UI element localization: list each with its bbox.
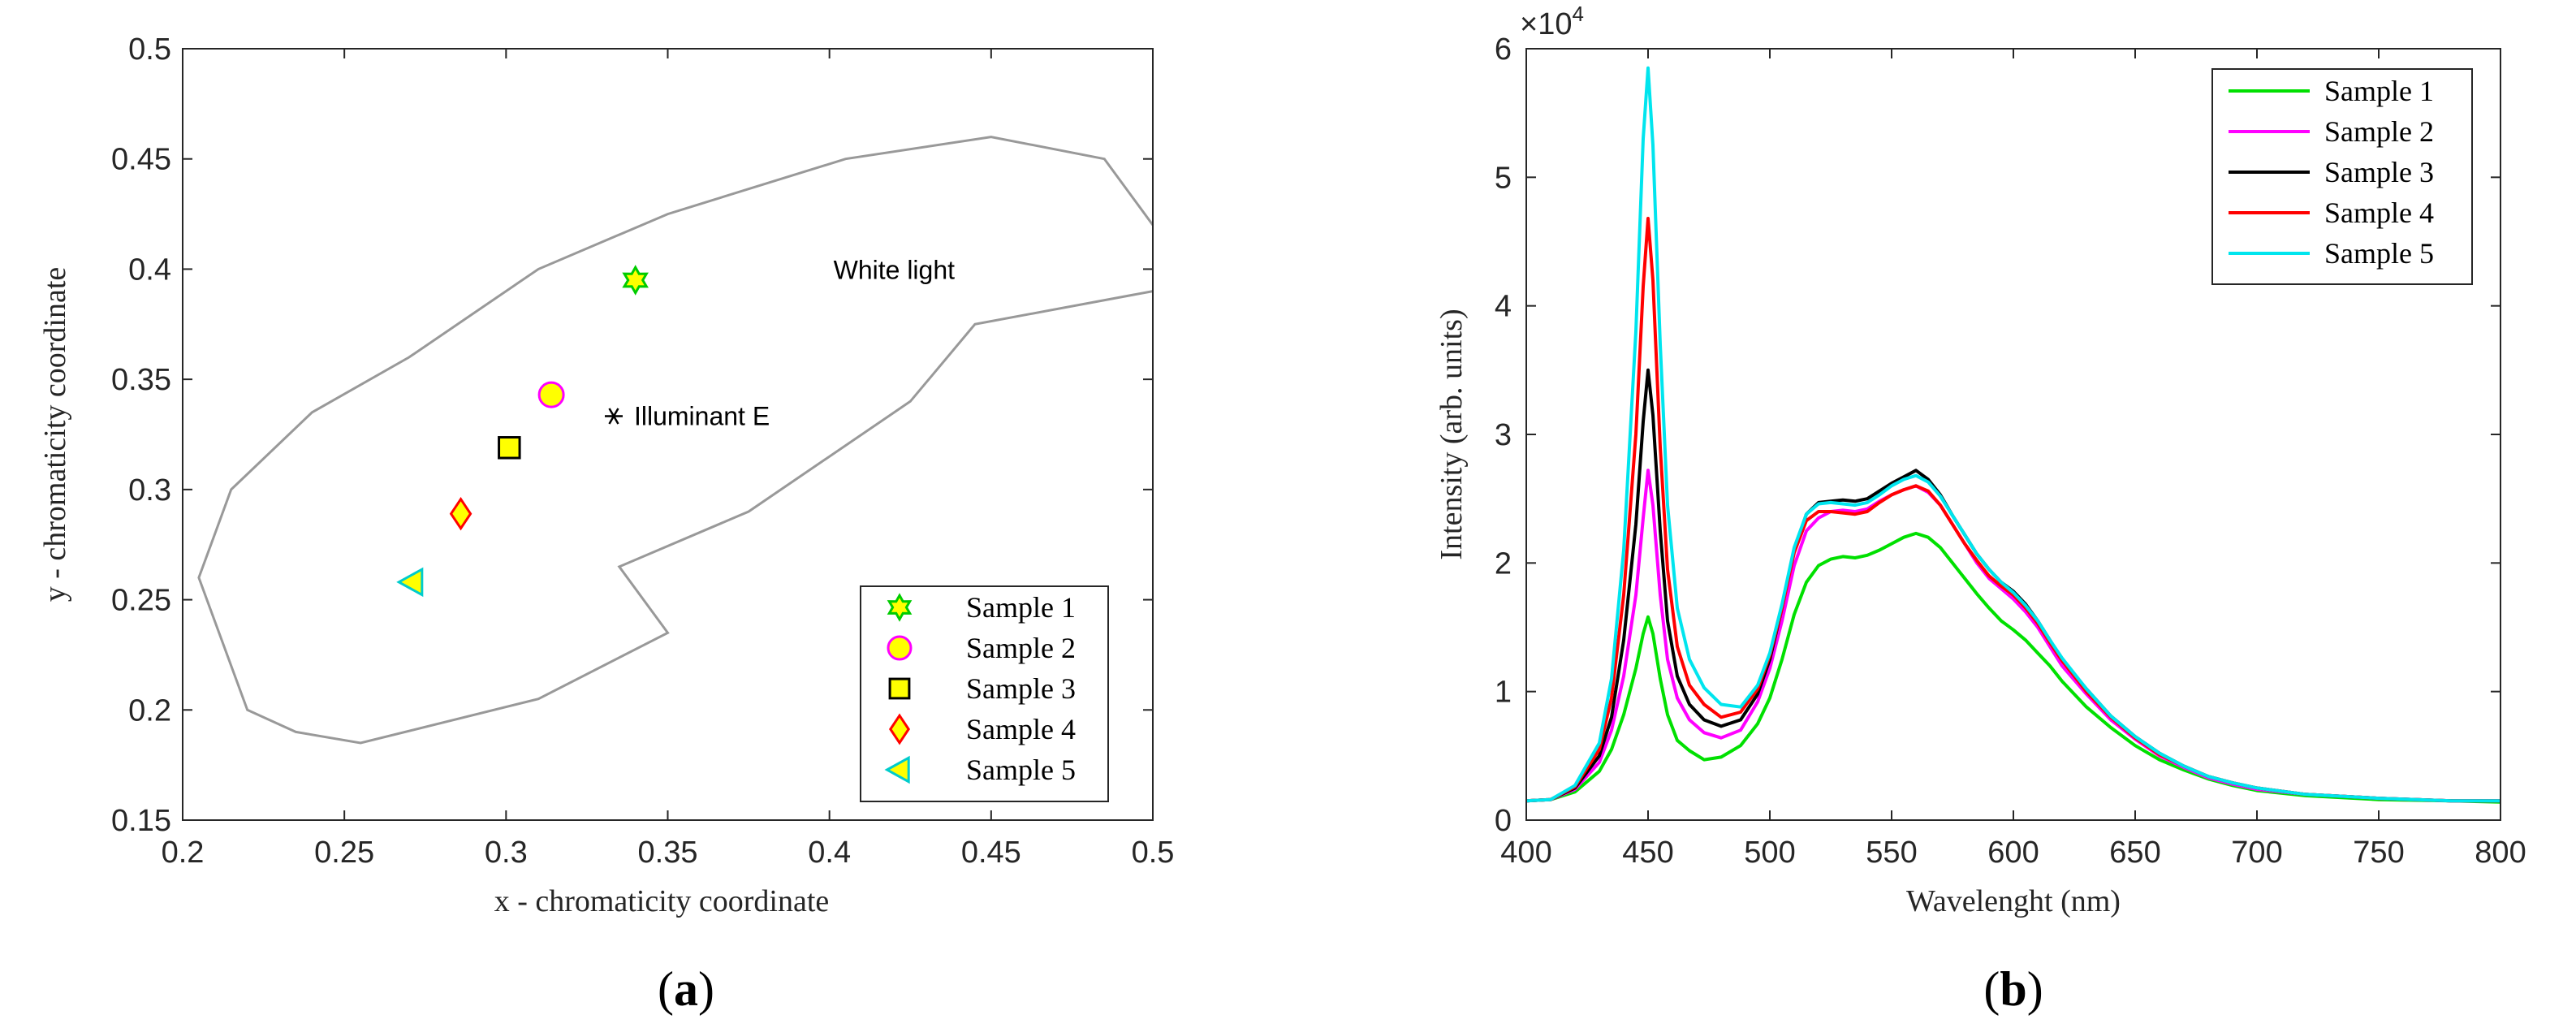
spectrum-legend-label-2: Sample 2 [2324,115,2434,148]
spectrum-legend-label-4: Sample 4 [2324,197,2434,229]
sample-points [396,265,649,598]
panel-label-a-close: ) [698,962,714,1016]
spectrum-legend-swatches [2229,89,2310,255]
spectrum-x-tick-label: 650 [2109,836,2160,870]
white-light-label: White light [834,255,956,284]
spectrum-series-2-line [1525,469,2500,803]
spectrum-y-tick-label: 0 [1495,804,1512,838]
chromaticity-x-tick-label: 0.25 [314,836,374,870]
spectrum-x-tick-label: 800 [2475,836,2526,870]
chromaticity-legend-marker-3 [888,677,911,700]
chromaticity-legend-marker-5 [884,755,910,784]
chromaticity-y-tick-label: 0.5 [128,32,171,67]
spectrum-legend-label-1: Sample 1 [2324,75,2434,107]
spectrum-series-4-line [1525,217,2500,803]
chromaticity-y-tick-label: 0.3 [128,473,171,508]
spectrum-legend-box [2211,68,2473,285]
illuminant-e-marker [604,408,623,425]
spectrum-exponent-power: 4 [1572,2,1583,26]
chromaticity-legend-label-5: Sample 5 [966,754,1076,786]
spectrum-x-tick-label: 450 [1622,836,1673,870]
chromaticity-x-tick-label: 0.5 [1132,836,1175,870]
chromaticity-y-ticks: 0.15 0.2 0.25 0.3 0.35 0.4 0.45 0.5 [111,32,1153,838]
spectrum-chart: 400 450 500 550 600 650 700 750 800 0 1 2 3 4 5 6 Wave… [1435,2,2526,1016]
spectrum-y-exponent: ×104 [1520,2,1584,41]
spectrum-legend: Sample 1 Sample 2 Sample 3 Sample 4 Samp… [2211,68,2473,285]
spectrum-y-tick-label: 3 [1495,418,1512,452]
chromaticity-legend-label-1: Sample 1 [966,591,1076,624]
spectrum-x-ticks: 400 450 500 550 600 650 700 750 800 [1500,49,2526,870]
spectrum-x-tick-label: 700 [2231,836,2282,870]
chromaticity-x-tick-label: 0.45 [961,836,1021,870]
spectrum-y-tick-label: 5 [1495,161,1512,195]
panel-label-b-letter: b [2000,962,2026,1016]
chromaticity-x-tick-label: 0.3 [485,836,528,870]
white-light-region [197,136,1154,745]
spectrum-series-5-line [1525,66,2500,803]
spectrum-x-axis-title: Wavelenght (nm) [1906,884,2121,918]
spectrum-x-tick-label: 550 [1866,836,1917,870]
spectrum-series-1-line [1525,531,2501,804]
spectrum-y-tick-label: 4 [1495,290,1512,324]
chromaticity-y-tick-label: 0.25 [111,584,171,618]
spectrum-y-tick-label: 1 [1495,676,1512,710]
chromaticity-x-ticks: 0.2 0.25 0.3 0.35 0.4 0.45 0.5 [162,49,1175,870]
chromaticity-x-axis-title: x - chromaticity coordinate [494,884,830,918]
chromaticity-y-tick-label: 0.35 [111,363,171,397]
panel-label-a: (a) [658,962,714,1016]
panel-label-b-close: ) [2027,962,2043,1016]
chromaticity-y-tick-label: 0.45 [111,143,171,177]
chromaticity-y-tick-label: 0.4 [128,253,171,287]
sample-5-point [396,567,424,598]
chromaticity-legend-label-3: Sample 3 [966,672,1076,705]
illuminant-e-label: Illuminant E [634,401,770,430]
spectrum-exponent-base: ×10 [1520,7,1572,41]
sample-2-point [537,381,565,408]
spectrum-x-tick-label: 600 [1987,836,2039,870]
chromaticity-legend-label-2: Sample 2 [966,632,1076,664]
chromaticity-legend-marker-1 [887,593,913,622]
chromaticity-y-axis-title: y - chromaticity coordinate [38,267,72,603]
spectrum-x-tick-label: 750 [2353,836,2404,870]
spectrum-lines [1525,66,2501,804]
spectrum-y-tick-label: 2 [1495,546,1512,581]
chromaticity-chart: 0.2 0.25 0.3 0.35 0.4 0.45 0.5 0.150.20.250.30… [38,32,1174,1016]
spectrum-x-tick-label: 500 [1744,836,1795,870]
spectrum-legend-label-5: Sample 5 [2324,237,2434,270]
chromaticity-legend-markers [884,593,913,784]
chromaticity-x-tick-label: 0.4 [808,836,851,870]
illuminant-e-stroke [608,408,619,425]
spectrum-y-ticks: 0 1 2 3 4 5 6 [1495,32,2500,838]
panel-label-a-letter: a [674,962,698,1016]
sample-4-point [449,497,472,531]
sample-1-point [622,265,649,296]
spectrum-legend-label-3: Sample 3 [2324,156,2434,188]
chromaticity-x-tick-label: 0.2 [162,836,205,870]
chromaticity-y-tick-label: 0.15 [111,804,171,838]
chromaticity-x-tick-label: 0.35 [638,836,698,870]
chromaticity-legend-label-4: Sample 4 [966,713,1076,745]
panel-label-a-open: ( [658,962,674,1016]
spectrum-x-tick-label: 400 [1500,836,1551,870]
panel-label-b-open: ( [1983,962,2000,1016]
chromaticity-legend: Sample 1 Sample 2 Sample 3 Sample 4 Samp… [860,585,1109,802]
sample-3-point [498,436,521,460]
chromaticity-legend-marker-4 [888,713,911,745]
panel-label-b: (b) [1983,962,2043,1016]
spectrum-series-3-line [1525,368,2500,803]
spectrum-y-tick-label: 6 [1495,32,1512,67]
chromaticity-y-tick-label: 0.2 [128,693,171,728]
spectrum-y-axis-title: Intensity (arb. units) [1435,309,1469,559]
chromaticity-legend-marker-2 [887,635,913,661]
white-light-boundary [197,136,1154,745]
